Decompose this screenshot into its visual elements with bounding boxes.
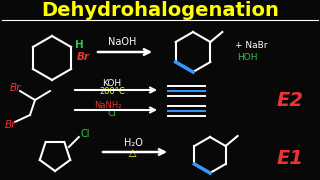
Text: HOH: HOH bbox=[237, 53, 258, 62]
Text: Cl: Cl bbox=[81, 129, 90, 139]
Text: E2: E2 bbox=[276, 91, 303, 109]
Text: 200°C: 200°C bbox=[99, 87, 125, 96]
Text: NaOH: NaOH bbox=[108, 37, 136, 47]
Text: KOH: KOH bbox=[102, 78, 122, 87]
Text: H: H bbox=[75, 40, 84, 50]
Text: Br: Br bbox=[5, 120, 16, 130]
Text: △: △ bbox=[129, 148, 137, 158]
Text: + NaBr: + NaBr bbox=[235, 42, 268, 51]
Text: E1: E1 bbox=[276, 148, 303, 168]
Text: NaNH₂: NaNH₂ bbox=[94, 100, 122, 109]
Text: H₂O: H₂O bbox=[124, 138, 142, 148]
Text: Br: Br bbox=[77, 52, 90, 62]
Text: Cl: Cl bbox=[108, 109, 116, 118]
Text: Dehydrohalogenation: Dehydrohalogenation bbox=[41, 1, 279, 19]
Text: Br: Br bbox=[10, 83, 21, 93]
